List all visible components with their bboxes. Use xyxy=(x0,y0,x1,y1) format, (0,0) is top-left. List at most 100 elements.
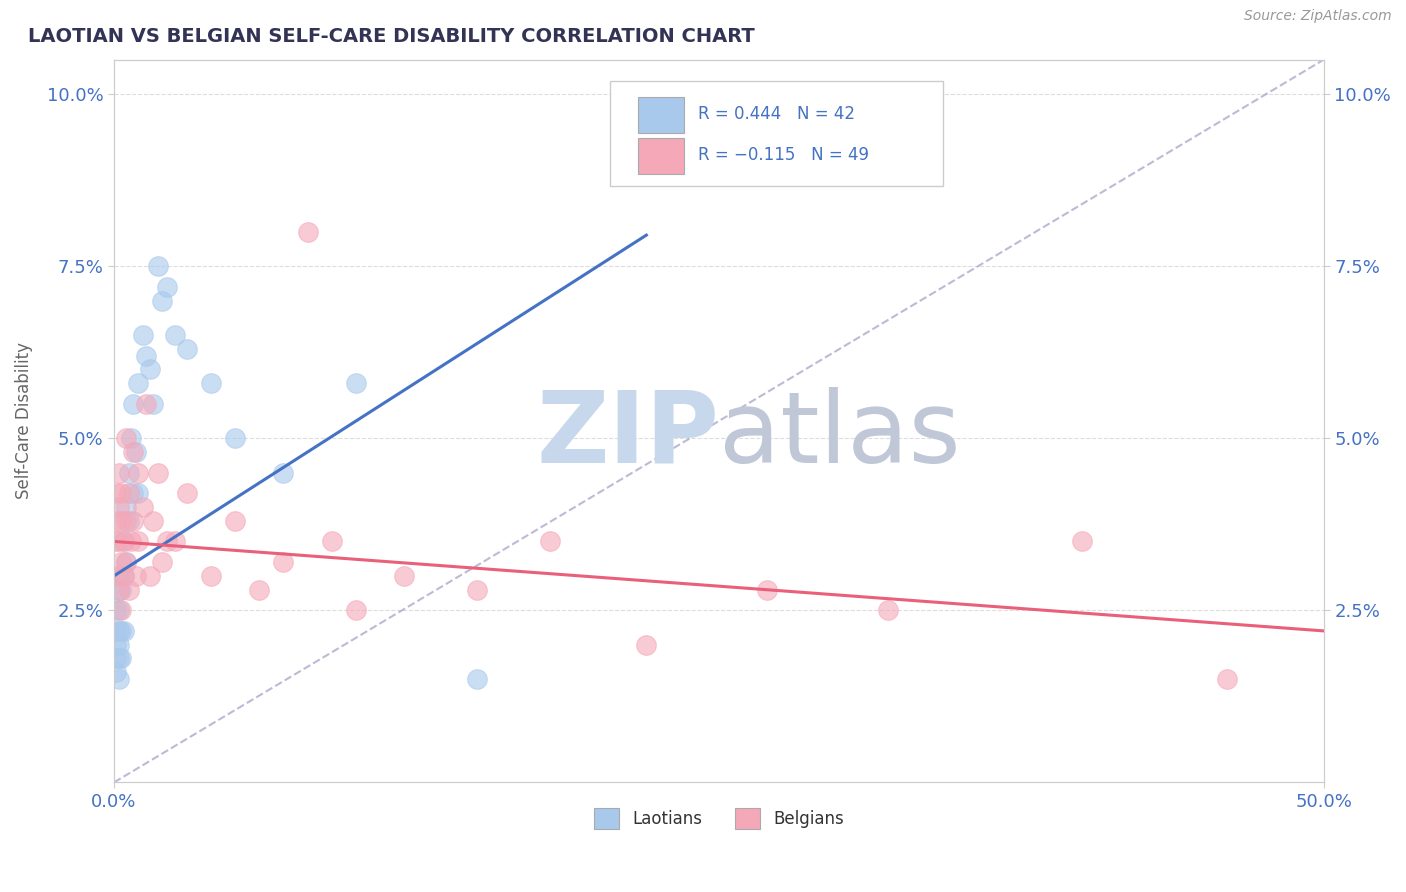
Point xyxy=(115,555,138,569)
FancyBboxPatch shape xyxy=(638,97,683,133)
Point xyxy=(465,672,488,686)
Point xyxy=(110,486,132,500)
Point xyxy=(122,397,145,411)
Point xyxy=(117,466,139,480)
Point xyxy=(127,466,149,480)
Point xyxy=(134,397,156,411)
Point xyxy=(112,569,135,583)
Point xyxy=(110,514,132,528)
Point xyxy=(142,514,165,528)
Point xyxy=(115,555,138,569)
Point xyxy=(636,638,658,652)
Point xyxy=(142,397,165,411)
Point xyxy=(108,672,131,686)
Point xyxy=(132,327,155,342)
FancyBboxPatch shape xyxy=(610,81,943,186)
Point xyxy=(105,638,128,652)
Point xyxy=(176,342,198,356)
Point xyxy=(394,569,416,583)
Point xyxy=(465,582,488,597)
Point xyxy=(224,514,246,528)
Point xyxy=(163,534,186,549)
Point xyxy=(105,569,128,583)
Point xyxy=(122,514,145,528)
Point xyxy=(122,445,145,459)
Point xyxy=(127,486,149,500)
Point xyxy=(139,569,162,583)
Point xyxy=(176,486,198,500)
Point xyxy=(297,225,319,239)
Point xyxy=(132,500,155,514)
Point xyxy=(120,534,142,549)
Point xyxy=(108,638,131,652)
Point xyxy=(110,624,132,638)
Point xyxy=(108,466,131,480)
Point xyxy=(152,555,174,569)
Point xyxy=(321,534,343,549)
Point xyxy=(112,624,135,638)
Point xyxy=(105,665,128,680)
Point xyxy=(200,376,222,391)
Point xyxy=(139,362,162,376)
Point xyxy=(110,582,132,597)
Point xyxy=(110,569,132,583)
Point xyxy=(117,486,139,500)
Point xyxy=(247,582,270,597)
Point xyxy=(112,569,135,583)
Point xyxy=(112,534,135,549)
Point xyxy=(146,466,169,480)
Text: atlas: atlas xyxy=(718,387,960,484)
Point xyxy=(115,431,138,445)
Text: Source: ZipAtlas.com: Source: ZipAtlas.com xyxy=(1244,9,1392,23)
Point xyxy=(115,500,138,514)
Text: R = 0.444   N = 42: R = 0.444 N = 42 xyxy=(699,104,855,123)
Point xyxy=(120,431,142,445)
Point xyxy=(117,514,139,528)
Point xyxy=(105,534,128,549)
Point xyxy=(146,259,169,273)
Point xyxy=(105,603,128,617)
Point xyxy=(105,624,128,638)
Point xyxy=(108,582,131,597)
Point xyxy=(156,279,179,293)
Point xyxy=(134,349,156,363)
Point xyxy=(344,603,367,617)
Point xyxy=(1216,672,1239,686)
Text: LAOTIAN VS BELGIAN SELF-CARE DISABILITY CORRELATION CHART: LAOTIAN VS BELGIAN SELF-CARE DISABILITY … xyxy=(28,27,755,45)
Point xyxy=(152,293,174,308)
Point xyxy=(273,466,295,480)
Point xyxy=(110,603,132,617)
Point xyxy=(344,376,367,391)
Point xyxy=(877,603,900,617)
Point xyxy=(105,486,128,500)
Legend: Laotians, Belgians: Laotians, Belgians xyxy=(586,802,851,836)
Point xyxy=(163,327,186,342)
Point xyxy=(127,376,149,391)
Point xyxy=(127,534,149,549)
Point xyxy=(105,514,128,528)
Point xyxy=(1070,534,1092,549)
Point xyxy=(110,651,132,665)
Point xyxy=(105,651,128,665)
Point xyxy=(756,582,779,597)
Point xyxy=(122,486,145,500)
Point xyxy=(125,445,148,459)
Text: ZIP: ZIP xyxy=(536,387,718,484)
Point xyxy=(112,534,135,549)
Point xyxy=(117,582,139,597)
Point xyxy=(110,555,132,569)
Point xyxy=(108,624,131,638)
Point xyxy=(125,569,148,583)
Point xyxy=(273,555,295,569)
Point xyxy=(156,534,179,549)
Point xyxy=(108,534,131,549)
Point xyxy=(108,500,131,514)
Point xyxy=(115,514,138,528)
FancyBboxPatch shape xyxy=(638,137,683,174)
Point xyxy=(200,569,222,583)
Point xyxy=(108,651,131,665)
Point xyxy=(538,534,561,549)
Y-axis label: Self-Care Disability: Self-Care Disability xyxy=(15,343,32,500)
Point xyxy=(108,582,131,597)
Point xyxy=(108,603,131,617)
